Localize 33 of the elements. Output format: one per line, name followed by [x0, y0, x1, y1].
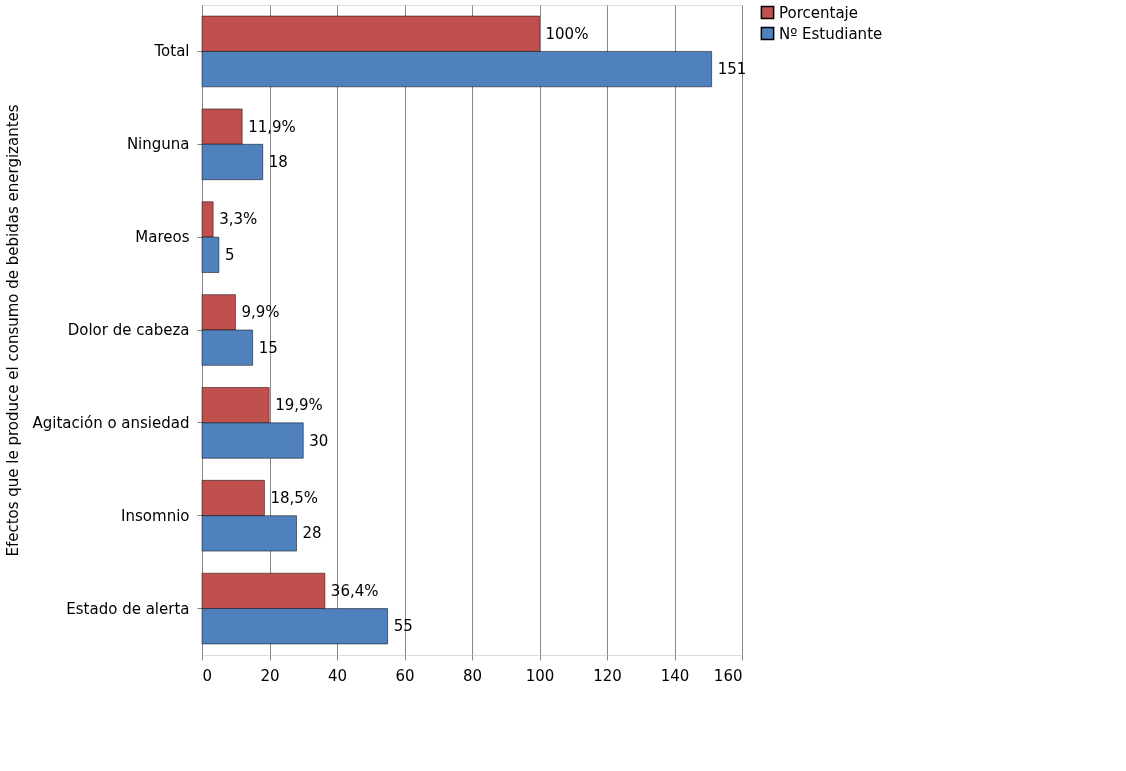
data-label: 151 — [717, 60, 747, 79]
x-tick-label: 60 — [395, 666, 415, 685]
data-label: 28 — [302, 524, 322, 543]
x-tick-label: 0 — [202, 666, 213, 685]
x-tick-label: 120 — [593, 666, 622, 685]
data-label: 18 — [268, 152, 288, 171]
data-label: 18,5% — [270, 489, 319, 508]
data-label: 36,4% — [330, 581, 379, 600]
y-axis-title: Efectos que le produce el consumo de bebidas energizantes — [3, 104, 22, 557]
x-tick-label: 80 — [462, 666, 483, 685]
data-label: 3,3% — [219, 210, 258, 229]
y-tick-label: Ninguna — [126, 135, 190, 154]
y-tick-label: Estado de alerta — [66, 599, 190, 618]
data-label: 5 — [224, 245, 235, 264]
data-label: 55 — [393, 617, 413, 636]
legend-label: Porcentaje — [779, 3, 858, 22]
y-tick-label: Insomnio — [121, 506, 190, 525]
legend-label: Nº Estudiante — [779, 24, 883, 43]
x-tick-label: 160 — [713, 666, 743, 685]
data-label: 100% — [545, 24, 589, 43]
x-tick-label: 140 — [660, 666, 690, 685]
y-tick-label: Mareos — [135, 228, 190, 247]
x-tick-label: 20 — [260, 666, 280, 685]
x-tick-label: 100 — [525, 666, 555, 685]
x-tick-label: 40 — [327, 666, 348, 685]
y-tick-label: Dolor de cabeza — [67, 321, 190, 339]
y-tick-label: Agitación o ansiedad — [32, 413, 190, 432]
data-label: 15 — [258, 338, 278, 357]
data-label: 19,9% — [275, 396, 323, 415]
y-tick-label: Total — [153, 42, 190, 61]
data-label: 30 — [309, 431, 329, 450]
data-label: 9,9% — [241, 303, 280, 322]
data-label: 11,9% — [248, 117, 296, 136]
